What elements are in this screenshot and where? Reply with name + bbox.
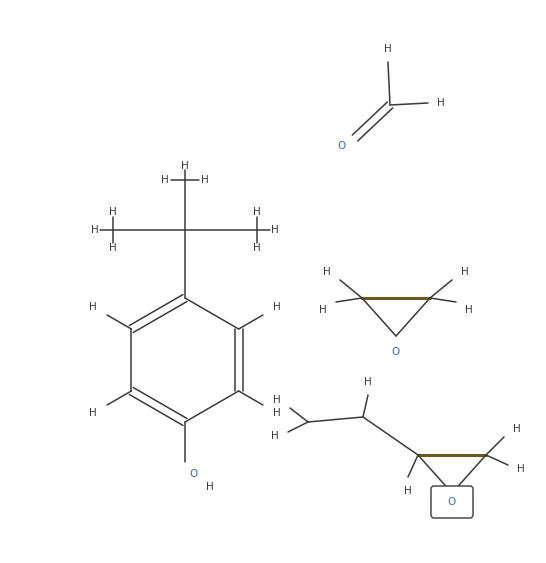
Text: H: H bbox=[517, 464, 525, 474]
Text: H: H bbox=[90, 408, 97, 418]
Text: O: O bbox=[338, 141, 346, 151]
Text: H: H bbox=[253, 243, 261, 253]
Text: H: H bbox=[437, 98, 445, 108]
Text: H: H bbox=[323, 267, 331, 277]
Text: O: O bbox=[392, 347, 400, 357]
Text: H: H bbox=[513, 424, 521, 434]
Text: H: H bbox=[271, 431, 279, 441]
Text: H: H bbox=[253, 207, 261, 217]
Text: H: H bbox=[181, 161, 189, 171]
Text: H: H bbox=[206, 482, 214, 492]
Text: O: O bbox=[190, 469, 198, 479]
Text: H: H bbox=[465, 305, 473, 315]
Text: H: H bbox=[201, 175, 209, 185]
Text: H: H bbox=[273, 302, 281, 312]
Text: H: H bbox=[384, 44, 392, 54]
Text: H: H bbox=[319, 305, 327, 315]
Text: H: H bbox=[109, 207, 117, 217]
Text: H: H bbox=[273, 395, 281, 405]
Text: H: H bbox=[271, 225, 279, 235]
Text: H: H bbox=[109, 243, 117, 253]
Text: H: H bbox=[404, 486, 412, 496]
Text: H: H bbox=[364, 377, 372, 387]
Text: H: H bbox=[161, 175, 169, 185]
Text: H: H bbox=[91, 225, 99, 235]
Text: O: O bbox=[448, 497, 456, 507]
Text: H: H bbox=[90, 302, 97, 312]
Text: H: H bbox=[461, 267, 469, 277]
Text: H: H bbox=[273, 408, 281, 418]
FancyBboxPatch shape bbox=[431, 486, 473, 518]
